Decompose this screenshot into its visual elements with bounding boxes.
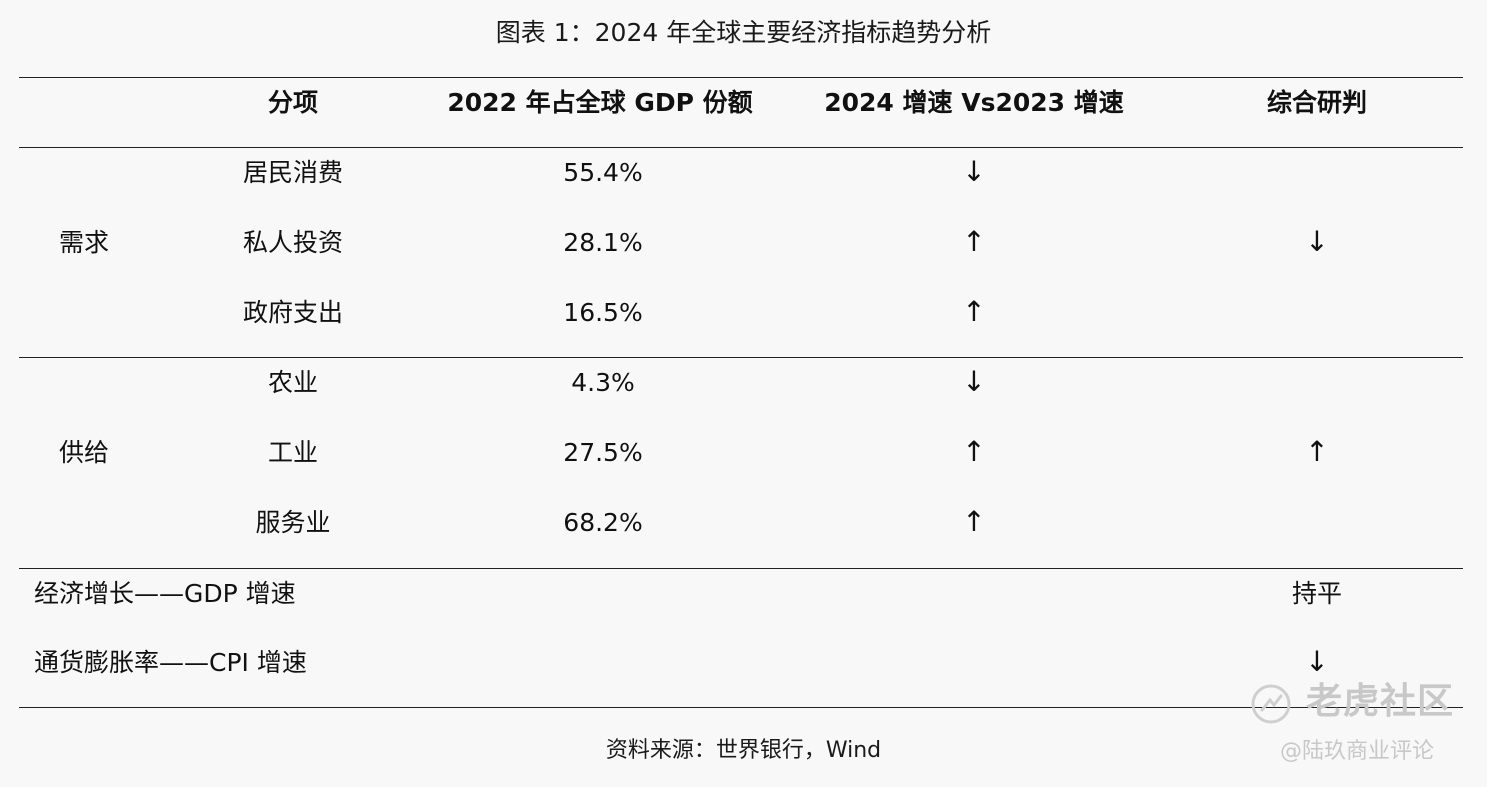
summary-judgement-gdp: 持平 (1291, 579, 1343, 608)
up-arrow-icon: ↑ (962, 295, 986, 328)
header-judgement: 综合研判 (1266, 88, 1368, 117)
group-label-demand: 需求 (59, 228, 110, 257)
header-gdp-share: 2022 年占全球 GDP 份额 (447, 88, 753, 117)
up-arrow-icon: ↑ (962, 225, 986, 258)
header-growth: 2024 增速 Vs2023 增速 (824, 88, 1124, 117)
summary-label-gdp: 经济增长——GDP 增速 (34, 579, 296, 608)
group-label-supply: 供给 (59, 438, 110, 467)
down-arrow-icon: ↓ (962, 365, 986, 398)
row-share: 27.5% (563, 438, 643, 467)
summary-label-cpi: 通货膨胀率——CPI 增速 (34, 648, 307, 677)
row-share: 55.4% (563, 158, 643, 187)
header-item: 分项 (267, 88, 319, 117)
down-arrow-icon: ↓ (1305, 225, 1329, 258)
row-item: 农业 (267, 368, 319, 397)
watermark-sub: @陆玖商业评论 (1280, 739, 1435, 764)
down-arrow-icon: ↓ (1305, 645, 1329, 678)
row-item: 服务业 (255, 508, 331, 537)
row-item: 居民消费 (242, 158, 344, 187)
bottom-rule (19, 707, 1463, 708)
table-title: 图表 1：2024 年全球主要经济指标趋势分析 (495, 18, 992, 47)
tiger-community-logo-icon (1251, 684, 1291, 724)
watermark-text: 老虎社区 (1306, 681, 1455, 722)
source-note: 资料来源：世界银行，Wind (605, 738, 882, 763)
up-arrow-icon: ↑ (962, 435, 986, 468)
group-rule (19, 568, 1463, 569)
up-arrow-icon: ↑ (962, 505, 986, 538)
row-item: 政府支出 (242, 298, 344, 327)
row-item: 工业 (267, 438, 319, 467)
header-rule (19, 147, 1463, 148)
top-rule (19, 77, 1463, 78)
up-arrow-icon: ↑ (1305, 435, 1329, 468)
row-share: 68.2% (563, 508, 643, 537)
row-item: 私人投资 (242, 228, 344, 257)
row-share: 16.5% (563, 298, 643, 327)
group-rule (19, 357, 1463, 358)
row-share: 4.3% (571, 368, 635, 397)
down-arrow-icon: ↓ (962, 155, 986, 188)
row-share: 28.1% (563, 228, 643, 257)
